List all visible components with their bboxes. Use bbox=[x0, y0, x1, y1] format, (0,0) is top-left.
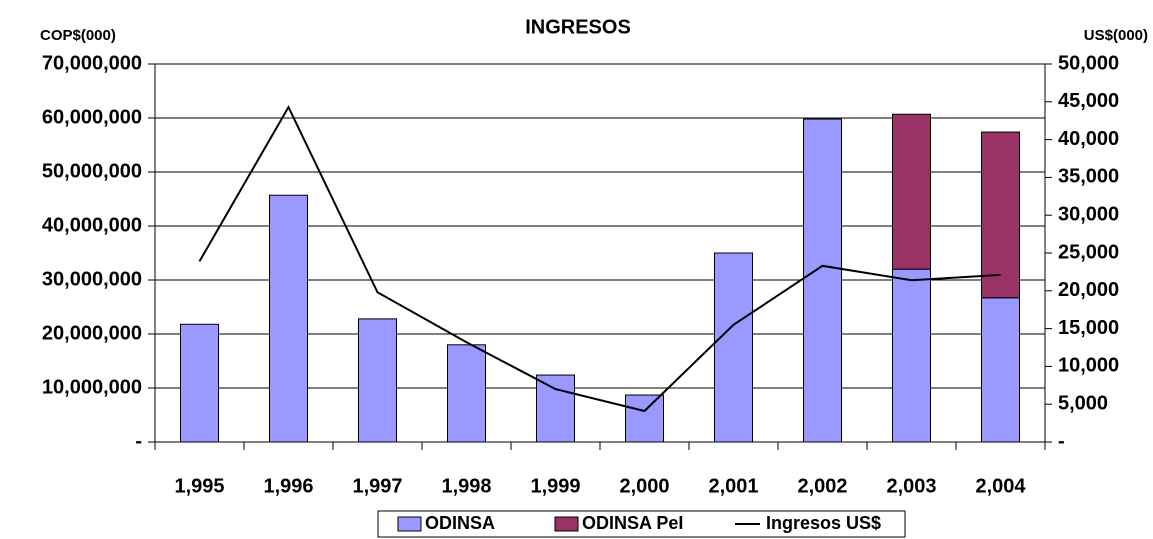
y2-tick-label: - bbox=[1058, 430, 1065, 452]
x-tick-label: 2,003 bbox=[886, 475, 936, 497]
bar bbox=[714, 252, 753, 443]
y-tick-label: 60,000,000 bbox=[42, 106, 142, 128]
x-tick-label: 1,999 bbox=[530, 475, 580, 497]
legend-swatch bbox=[397, 516, 422, 532]
bar bbox=[981, 297, 1020, 443]
y-tick-label: 20,000,000 bbox=[42, 322, 142, 344]
bar bbox=[447, 344, 486, 443]
bar bbox=[358, 318, 397, 443]
y2-tick-label: 15,000 bbox=[1058, 317, 1119, 339]
y2-axis-label: US$(000) bbox=[1084, 27, 1148, 44]
bar bbox=[180, 323, 219, 443]
legend-label: Ingresos US$ bbox=[766, 513, 881, 533]
x-tick-label: 2,000 bbox=[619, 475, 669, 497]
y2-tick-label: 30,000 bbox=[1058, 203, 1119, 225]
y2-tick-label: 45,000 bbox=[1058, 90, 1119, 112]
line-series bbox=[198, 104, 1001, 413]
legend-swatch bbox=[554, 516, 579, 532]
bar bbox=[269, 194, 308, 443]
bar bbox=[981, 131, 1020, 299]
y2-tick-label: 35,000 bbox=[1058, 166, 1119, 188]
x-tick-label: 1,996 bbox=[263, 475, 313, 497]
bar bbox=[625, 394, 664, 443]
y2-tick-label: 40,000 bbox=[1058, 128, 1119, 150]
y-tick-label: 30,000,000 bbox=[42, 268, 142, 290]
y2-tick-label: 50,000 bbox=[1058, 52, 1119, 74]
x-tick-label: 1,997 bbox=[352, 475, 402, 497]
x-tick-label: 1,998 bbox=[441, 475, 491, 497]
y-tick-label: 10,000,000 bbox=[42, 376, 142, 398]
y-tick-label: 40,000,000 bbox=[42, 214, 142, 236]
bar bbox=[892, 268, 931, 443]
chart-title: INGRESOS bbox=[525, 16, 631, 38]
x-tick-label: 2,004 bbox=[975, 475, 1026, 497]
bar bbox=[803, 118, 842, 443]
y2-tick-label: 10,000 bbox=[1058, 355, 1119, 377]
x-tick-label: 2,002 bbox=[797, 475, 847, 497]
legend-label: ODINSA bbox=[425, 513, 495, 533]
y2-tick-label: 5,000 bbox=[1058, 392, 1108, 414]
bar bbox=[536, 374, 575, 443]
y-tick-label: 50,000,000 bbox=[42, 160, 142, 182]
y2-tick-label: 25,000 bbox=[1058, 241, 1119, 263]
bar bbox=[892, 113, 931, 270]
legend-box bbox=[377, 510, 906, 538]
y-tick-label: - bbox=[135, 430, 142, 452]
y-tick-label: 70,000,000 bbox=[42, 52, 142, 74]
y2-tick-label: 20,000 bbox=[1058, 279, 1119, 301]
x-tick-label: 1,995 bbox=[174, 475, 224, 497]
x-tick-label: 2,001 bbox=[708, 475, 758, 497]
legend-label: ODINSA PeI bbox=[582, 513, 683, 533]
y-axis-label: COP$(000) bbox=[40, 27, 116, 44]
